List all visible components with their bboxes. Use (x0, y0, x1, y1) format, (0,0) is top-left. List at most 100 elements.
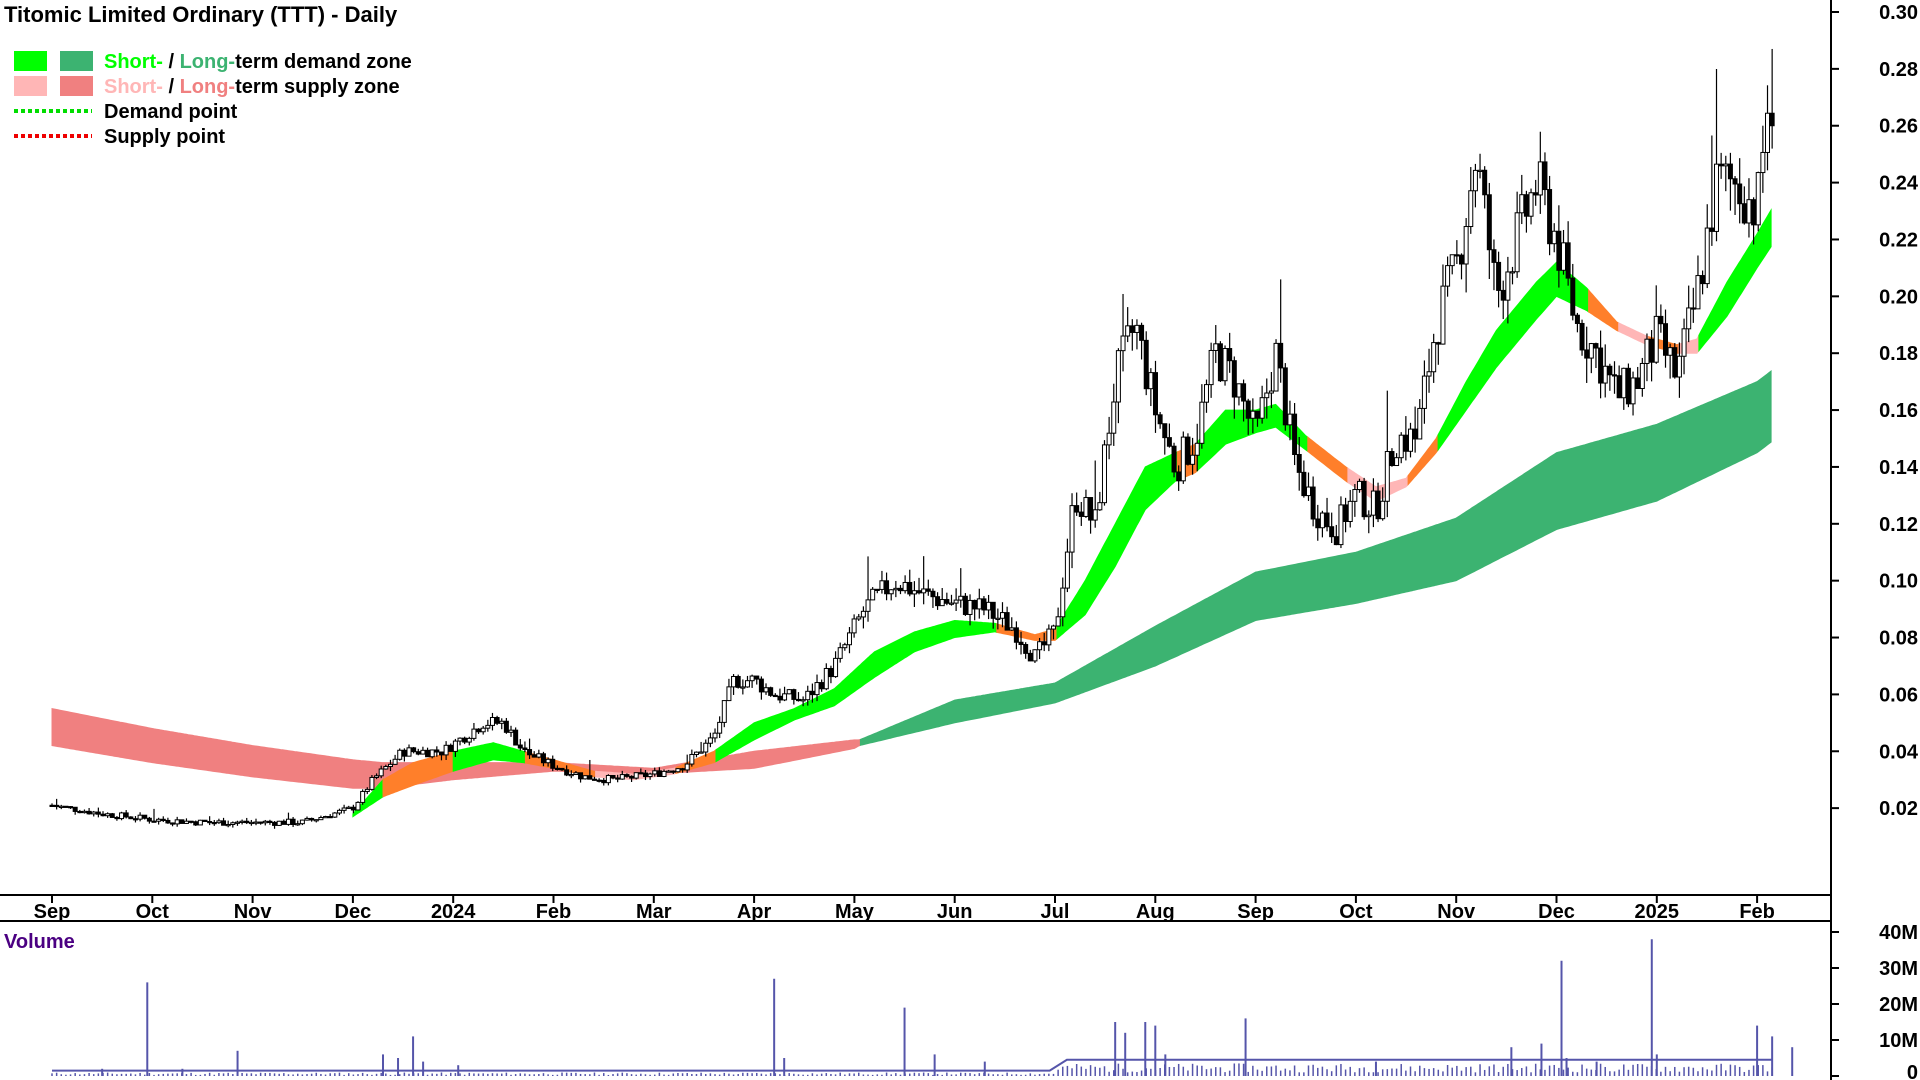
candle-body (156, 818, 162, 822)
candle-body (629, 775, 635, 779)
candle-body (1278, 342, 1284, 369)
legend-label-part: Long- (180, 51, 236, 73)
candle-body (211, 821, 217, 825)
candle-body (860, 610, 866, 618)
candle-body (1027, 652, 1033, 662)
candle-body (531, 754, 537, 758)
candle-body (494, 717, 500, 724)
month-tick-label: Oct (136, 901, 170, 923)
candle-body (1421, 375, 1427, 409)
candle-body (1370, 490, 1376, 516)
candle-body (610, 774, 616, 779)
candle-body (707, 737, 713, 744)
legend-label-part: Long- (180, 76, 236, 98)
candle-body (967, 599, 973, 615)
candle-body (105, 813, 111, 817)
price-tick-label: 0.04 (1879, 741, 1919, 763)
candle-body (1380, 500, 1386, 520)
candle-body (897, 587, 903, 592)
candle-body (1760, 151, 1766, 174)
candle-body (1046, 628, 1052, 646)
month-tick-label: Aug (1136, 901, 1175, 923)
candle-body (698, 751, 704, 754)
candle-body (132, 818, 138, 821)
candle-body (1449, 254, 1455, 267)
candle-body (1407, 428, 1413, 452)
candle-body (1125, 325, 1131, 337)
candle-body (336, 809, 342, 814)
candle-body (239, 820, 245, 823)
candle-body (1315, 518, 1321, 529)
candle-body (1588, 343, 1594, 359)
short-term-supply-light-zone (1618, 322, 1650, 346)
candle-body (443, 744, 449, 756)
candle-body (911, 590, 917, 595)
short-term-supply-zone (1307, 436, 1349, 484)
candle-body (656, 770, 662, 777)
candle-body (935, 596, 941, 607)
candle-body (1496, 261, 1502, 291)
candle-body (258, 821, 264, 824)
candle-body (624, 774, 630, 777)
candle-body (749, 675, 755, 682)
candle-body (884, 580, 890, 595)
candle-body (536, 753, 542, 758)
candle-body (921, 588, 927, 594)
candle-body (591, 778, 597, 781)
candle-body (1115, 350, 1121, 403)
candle-body (1310, 486, 1316, 520)
candle-body (1292, 413, 1298, 456)
candle-body (170, 822, 176, 825)
candle-body (1305, 486, 1311, 497)
candle-body (281, 820, 287, 825)
month-tick-label: Oct (1339, 901, 1373, 923)
candle-body (272, 821, 278, 826)
candle-body (489, 717, 495, 726)
candle-body (309, 817, 315, 821)
candle-body (990, 601, 996, 619)
candle-body (1208, 349, 1214, 386)
candle-body (791, 689, 797, 700)
candle-body (962, 595, 968, 615)
candle-body (731, 675, 737, 688)
candle-body (786, 689, 792, 695)
candle-body (856, 616, 862, 620)
candle-body (234, 821, 240, 824)
candle-body (95, 811, 101, 815)
candle-body (1523, 194, 1529, 217)
candle-body (1482, 169, 1488, 196)
short-term-zone-band (352, 208, 1772, 818)
price-tick-label: 0.14 (1879, 457, 1919, 479)
legend-label: Short- / Long-term supply zone (104, 76, 400, 98)
candle-body (1704, 227, 1710, 285)
candle-body (462, 737, 468, 743)
volume-tick-label: 10M (1879, 1030, 1918, 1052)
candle-body (578, 772, 584, 780)
candle-body (174, 819, 180, 825)
candle-body (809, 690, 815, 696)
candle-body (91, 811, 97, 815)
candle-body (1171, 445, 1177, 473)
candle-body (837, 647, 843, 659)
candle-body (717, 721, 723, 734)
candle-body (1111, 401, 1117, 434)
candle-body (633, 772, 639, 779)
candle-body (1134, 324, 1140, 333)
candle-body (1180, 436, 1186, 482)
legend-label-part: term supply zone (235, 76, 399, 98)
candle-body (1166, 437, 1172, 447)
candle-body (1686, 307, 1692, 330)
candle-body (1384, 451, 1390, 502)
candle-body (540, 753, 546, 764)
candle-body (1431, 342, 1437, 373)
candle-body (1004, 612, 1010, 631)
candle-body (819, 682, 825, 690)
candle-body (1765, 112, 1771, 153)
candle-body (1055, 616, 1061, 627)
candle-body (726, 686, 732, 702)
candle-body (642, 772, 648, 778)
candle-body (230, 822, 236, 825)
candle-body (1561, 242, 1567, 271)
month-tick-label: Dec (1538, 901, 1575, 923)
candle-body (1264, 392, 1270, 399)
